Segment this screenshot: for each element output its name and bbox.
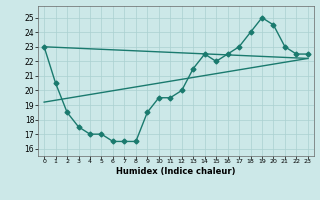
X-axis label: Humidex (Indice chaleur): Humidex (Indice chaleur) xyxy=(116,167,236,176)
